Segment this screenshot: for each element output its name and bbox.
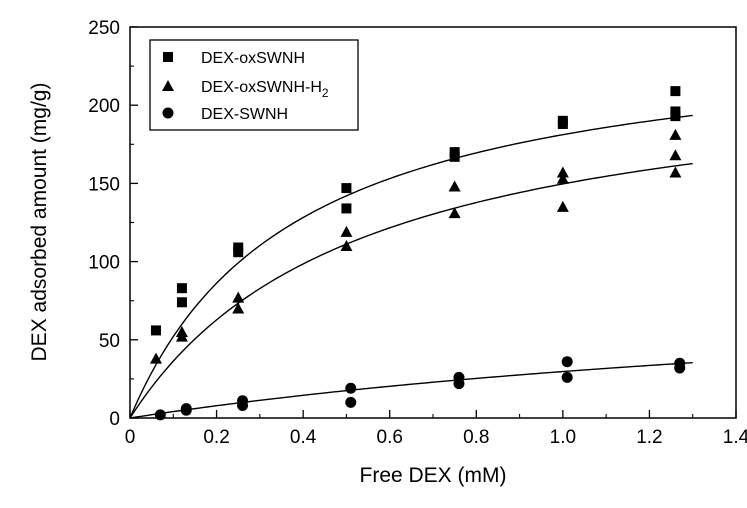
point-triangle: [556, 166, 569, 178]
point-triangle: [232, 291, 245, 303]
legend-square-marker: [163, 52, 173, 62]
point-triangle: [556, 172, 569, 184]
point-square: [670, 86, 681, 97]
point-triangle: [448, 180, 461, 192]
x-tick-label: 0.4: [290, 427, 317, 448]
point-triangle: [175, 330, 188, 342]
point-circle: [345, 382, 357, 394]
y-tick-labels: 0 50 100 150 200 250: [88, 18, 120, 430]
x-tick-label: 0.6: [377, 427, 403, 448]
data-points: [149, 86, 686, 421]
x-tick-label: 1.4: [723, 427, 747, 448]
point-square: [176, 283, 187, 294]
y-tick-label: 150: [88, 174, 120, 195]
point-square: [233, 247, 244, 258]
fit-curve-0: [129, 114, 693, 419]
x-tick-label: 1.2: [636, 427, 662, 448]
point-triangle: [448, 207, 461, 219]
point-square: [150, 325, 161, 336]
legend: DEX-oxSWNH DEX-oxSWNH-H2 DEX-SWNH: [149, 39, 359, 131]
legend-label-subscript: 2: [322, 86, 329, 100]
plot-frame: [129, 26, 737, 419]
point-triangle: [556, 200, 569, 212]
legend-label-dex-oxswnh-h2: DEX-oxSWNH-H2: [201, 79, 329, 100]
point-triangle: [340, 225, 353, 237]
legend-label-dex-oxswnh-h2-main: DEX-oxSWNH-H: [201, 79, 322, 96]
point-circle: [561, 371, 573, 383]
point-circle: [674, 362, 686, 374]
fit-curve-1: [129, 162, 693, 419]
fit-curve-2: [129, 361, 693, 419]
point-triangle: [669, 149, 682, 161]
legend-label-dex-oxswnh: DEX-oxSWNH: [201, 50, 305, 67]
y-tick-label: 0: [109, 409, 120, 430]
y-tick-label: 250: [88, 18, 120, 39]
point-circle: [180, 404, 192, 416]
point-triangle: [340, 239, 353, 251]
point-circle: [345, 396, 357, 408]
point-square: [449, 151, 460, 162]
point-triangle: [232, 302, 245, 314]
y-tick-label: 200: [88, 96, 120, 117]
point-square: [557, 118, 568, 129]
y-axis-title: DEX adsorbed amount (mg/g): [28, 83, 51, 362]
point-square: [670, 111, 681, 122]
point-triangle: [149, 352, 162, 364]
x-tick-label: 0.8: [463, 427, 489, 448]
legend-label-dex-swnh: DEX-SWNH: [201, 106, 288, 123]
x-tick-label: 0: [125, 427, 136, 448]
point-circle: [453, 378, 465, 390]
y-tick-label: 100: [88, 253, 120, 274]
point-square: [341, 203, 352, 214]
point-triangle: [669, 166, 682, 178]
x-axis-title: Free DEX (mM): [360, 464, 507, 487]
point-triangle: [669, 128, 682, 140]
x-tick-labels: 0 0.2 0.4 0.6 0.8 1.0 1.2 1.4: [125, 427, 747, 448]
fit-curves: [129, 114, 693, 419]
point-square: [176, 297, 187, 308]
point-circle: [237, 399, 249, 411]
x-tick-label: 0.2: [203, 427, 229, 448]
y-tick-label: 50: [99, 331, 120, 352]
point-square: [341, 183, 352, 194]
legend-triangle-marker: [162, 80, 174, 91]
x-tick-label: 1.0: [550, 427, 576, 448]
legend-box: [149, 39, 359, 131]
legend-circle-marker: [162, 107, 174, 119]
point-circle: [561, 356, 573, 368]
